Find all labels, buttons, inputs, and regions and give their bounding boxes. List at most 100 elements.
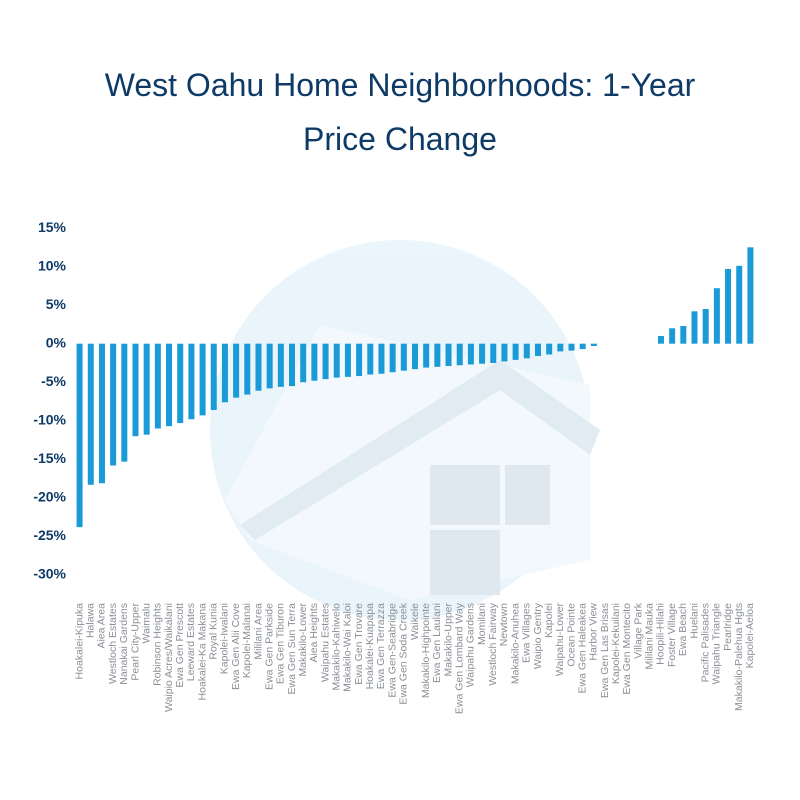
bar <box>277 343 284 387</box>
x-tick-label: Waipahu Estates <box>319 603 331 682</box>
x-tick-label: Makakilo-Upper <box>442 603 454 677</box>
x-tick-label: Leeward Estates <box>185 603 197 681</box>
chart-title: West Oahu Home Neighborhoods: 1-Year Pri… <box>104 67 696 157</box>
x-tick-label: Waimalu <box>140 603 152 644</box>
bar <box>479 343 486 364</box>
bar <box>188 343 195 420</box>
bar <box>523 343 530 359</box>
x-tick-label: Ewa Gen Soda Creek <box>398 602 410 704</box>
x-tick-label: Ewa Gen Trovare <box>353 603 365 685</box>
x-tick-label: Westloch Fairway <box>487 602 499 685</box>
x-tick-label: Ewa Gen Tiburon <box>275 603 287 684</box>
x-tick-label: Hoakalei-Ka Makana <box>196 603 208 701</box>
x-tick-label: Halawa <box>85 603 97 638</box>
y-tick-label: -10% <box>33 411 66 427</box>
bar <box>378 343 385 374</box>
bar <box>512 343 519 360</box>
bar <box>333 343 340 378</box>
x-tick-label: Hoopili-Hilahi <box>655 603 667 665</box>
y-tick-label: 5% <box>46 296 67 312</box>
bar <box>725 268 732 344</box>
bar <box>356 343 363 377</box>
watermark-roof <box>240 360 600 540</box>
x-tick-label: Makakilo-Palehua Hgts <box>733 603 745 711</box>
x-tick-label: Aiea Area <box>96 603 108 649</box>
y-tick-label: -5% <box>41 373 66 389</box>
x-tick-label: Ewa Gen Terrazza <box>375 603 387 689</box>
bar <box>467 343 474 365</box>
x-tick-label: Pacific Palisades <box>699 603 711 682</box>
x-tick-label: Ewa Gen-Seabridge <box>386 603 398 698</box>
y-tick-label: 10% <box>38 257 67 273</box>
bar <box>132 343 139 437</box>
bar <box>255 343 262 391</box>
x-tick-label: Waipahu-Lower <box>554 603 566 677</box>
x-tick-label: Ewa Gen Parkside <box>263 603 275 690</box>
watermark <box>210 240 600 620</box>
bar <box>680 325 687 344</box>
bar <box>344 343 351 377</box>
x-tick-label: Mililani Area <box>252 603 264 660</box>
bar <box>669 328 676 344</box>
bar <box>199 343 206 416</box>
bar <box>691 311 698 344</box>
bar <box>322 343 329 380</box>
bar <box>76 343 83 528</box>
x-tick-label: Ewa Gen Montecito <box>621 603 633 695</box>
bar <box>311 343 318 381</box>
x-tick-label: Westloch Estates <box>107 603 119 684</box>
x-tick-label: Kapolei-Iwalani <box>219 603 231 674</box>
bar <box>568 343 575 351</box>
x-tick-label: Robinson Heights <box>152 603 164 686</box>
bar <box>389 343 396 373</box>
bar <box>98 343 105 484</box>
x-tick-label: Ewa Villages <box>521 603 533 663</box>
bar <box>534 343 541 357</box>
x-tick-label: Makakilo-Highpointe <box>420 603 432 698</box>
x-tick-label: Hoakalei-Kipuka <box>73 603 85 680</box>
x-tick-label: Pearl City-Upper <box>129 602 141 680</box>
bar <box>87 343 94 485</box>
x-tick-label: Makakilo-Lower <box>297 603 309 677</box>
bar <box>210 343 217 410</box>
x-tick-label: Makakilo-Wai Kaloi <box>342 603 354 692</box>
bar <box>747 247 754 344</box>
bar <box>154 343 161 429</box>
x-tick-label: Ewa Gen Las Brisas <box>599 603 611 698</box>
bar <box>110 343 117 466</box>
x-tick-label: Kapolei-Kekuilani <box>610 603 622 684</box>
y-tick-label: -20% <box>33 489 66 505</box>
bar <box>713 288 720 344</box>
bar <box>289 343 296 387</box>
x-tick-label: Waipio Gentry <box>532 602 544 669</box>
bar <box>412 343 418 370</box>
x-tick-label: Ewa Gen Haleakea <box>576 603 588 694</box>
x-tick-label: Nanakai Gardens <box>118 603 130 685</box>
x-tick-label: Ewa Gen Laulani <box>431 603 443 683</box>
y-tick-label: -25% <box>33 527 66 543</box>
x-tick-label: Mililani Mauka <box>644 603 656 670</box>
x-tick-label: Hoakalei-Kuapapa <box>364 603 376 690</box>
watermark-window <box>430 530 500 595</box>
y-tick-label: -30% <box>33 566 66 582</box>
bar <box>557 343 564 352</box>
bar <box>400 343 407 371</box>
x-tick-label: Aiea Heights <box>308 603 320 663</box>
bar <box>300 343 307 383</box>
bar <box>121 343 128 462</box>
x-tick-label: Newtown <box>498 603 510 646</box>
x-tick-label: Waikele <box>409 603 421 640</box>
bar <box>177 343 184 424</box>
x-tick-label: Makakilo-Anuhea <box>509 603 521 684</box>
bar <box>501 343 508 362</box>
bar <box>490 343 497 363</box>
x-tick-label: Pearlridge <box>722 603 734 651</box>
y-tick-label: 0% <box>46 334 67 350</box>
x-tick-label: Foster Village <box>666 603 678 667</box>
x-tick-label: Waipio Acres/Waikalani <box>163 603 175 712</box>
y-tick-label: -15% <box>33 450 66 466</box>
x-tick-label: Momilani <box>476 603 488 645</box>
x-tick-label: Huelani <box>688 603 700 639</box>
